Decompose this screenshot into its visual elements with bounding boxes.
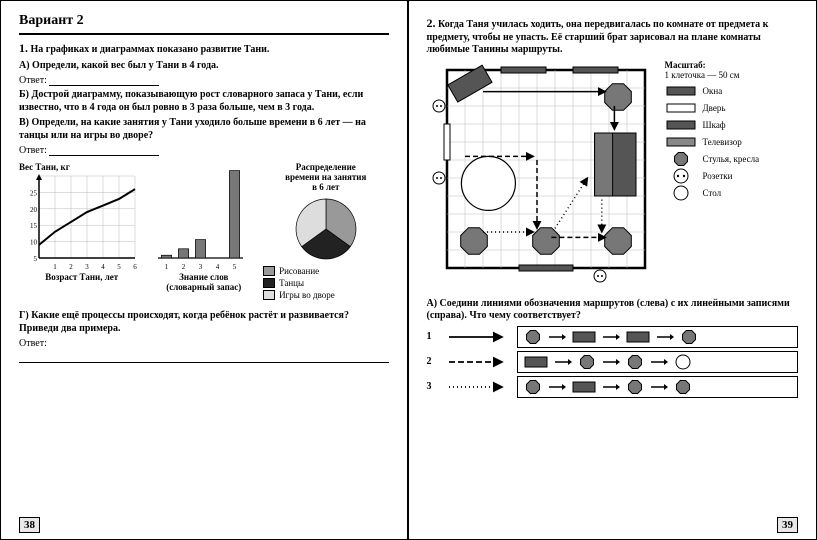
svg-text:1: 1 — [165, 263, 169, 271]
room-legend-item: Телевизор — [665, 135, 760, 149]
route-row: 3 — [427, 376, 799, 398]
answer-g: Ответ: — [19, 338, 389, 363]
qB: Б) Дострой диаграмму, показывающую рост … — [19, 89, 389, 114]
page-num-right: 39 — [777, 517, 798, 533]
q1-text: На графиках и диаграммах показано развит… — [31, 44, 270, 55]
pie-chart-svg — [291, 194, 361, 264]
answer-line-g — [19, 353, 389, 363]
routes: 1 2 3 — [427, 326, 799, 398]
q1: 1. На графиках и диаграммах показано раз… — [19, 41, 389, 57]
svg-text:2: 2 — [69, 263, 73, 271]
bar-chart: 12345 Знание слов (словарный запас) — [152, 162, 255, 302]
pie-legend-item: Рисование — [263, 266, 388, 276]
title-rule — [19, 33, 389, 35]
answer-line-a — [49, 76, 159, 86]
pie-title: Распределение времени на занятия в 6 лет — [263, 162, 388, 192]
weight-chart-svg: 5 10 15 20 25 1 2 3 4 5 6 — [19, 172, 139, 272]
svg-text:4: 4 — [216, 263, 220, 271]
answer-line-v — [49, 146, 159, 156]
room-legend-item: Стулья, кресла — [665, 152, 760, 166]
q2-text: Когда Таня училась ходить, она передвига… — [427, 19, 769, 55]
svg-text:4: 4 — [101, 263, 105, 271]
svg-text:2: 2 — [182, 263, 186, 271]
svg-text:10: 10 — [30, 239, 38, 247]
room-legend: Масштаб: 1 клеточка — 50 см ОкнаДверьШка… — [665, 60, 760, 290]
pie-legend: Рисование Танцы Игры во дворе — [263, 266, 388, 300]
svg-text:1: 1 — [53, 263, 57, 271]
charts-row: Вес Тани, кг 510152025123456 Возраст Тан… — [19, 162, 389, 302]
svg-text:20: 20 — [30, 206, 38, 214]
q2: 2. Когда Таня училась ходить, она передв… — [427, 16, 799, 57]
room-legend-item: Шкаф — [665, 118, 760, 132]
qA: А) Определи, какой вес был у Тани в 4 го… — [19, 60, 389, 73]
svg-text:5: 5 — [34, 255, 38, 263]
page-right: 2. Когда Таня училась ходить, она передв… — [409, 0, 817, 540]
bar-chart-svg: 1 2 3 4 5 — [152, 162, 247, 272]
answer-v: Ответ: — [19, 145, 389, 156]
pie-chart: Распределение времени на занятия в 6 лет… — [263, 162, 388, 302]
pie-legend-item: Игры во дворе — [263, 290, 388, 300]
answer-a: Ответ: — [19, 75, 389, 86]
q2-num: 2. — [427, 16, 436, 30]
page-left: Вариант 2 1. На графиках и диаграммах по… — [0, 0, 409, 540]
qG: Г) Какие ещё процессы происходят, когда … — [19, 310, 389, 335]
pie-legend-item: Танцы — [263, 278, 388, 288]
room-legend-item: Окна — [665, 84, 760, 98]
right-qA: А) Соедини линиями обозначения маршрутов… — [427, 298, 799, 323]
q1-num: 1. — [19, 41, 28, 55]
svg-text:6: 6 — [133, 263, 137, 271]
room-legend-item: Розетки — [665, 169, 760, 183]
qV: В) Определи, на какие занятия у Тани ухо… — [19, 117, 389, 142]
svg-text:15: 15 — [30, 222, 38, 230]
route-row: 2 — [427, 351, 799, 373]
room-legend-item: Стол — [665, 186, 760, 200]
room-and-legend: Масштаб: 1 клеточка — 50 см ОкнаДверьШка… — [427, 60, 799, 290]
room-legend-item: Дверь — [665, 101, 760, 115]
svg-text:3: 3 — [199, 263, 203, 271]
variant-title: Вариант 2 — [19, 13, 389, 29]
svg-text:5: 5 — [117, 263, 121, 271]
weight-chart: Вес Тани, кг 510152025123456 Возраст Тан… — [19, 162, 144, 302]
svg-text:5: 5 — [233, 263, 237, 271]
page-num-left: 38 — [19, 517, 40, 533]
svg-text:25: 25 — [30, 189, 38, 197]
svg-text:3: 3 — [85, 263, 89, 271]
route-row: 1 — [427, 326, 799, 348]
room-plan-svg — [427, 60, 657, 290]
